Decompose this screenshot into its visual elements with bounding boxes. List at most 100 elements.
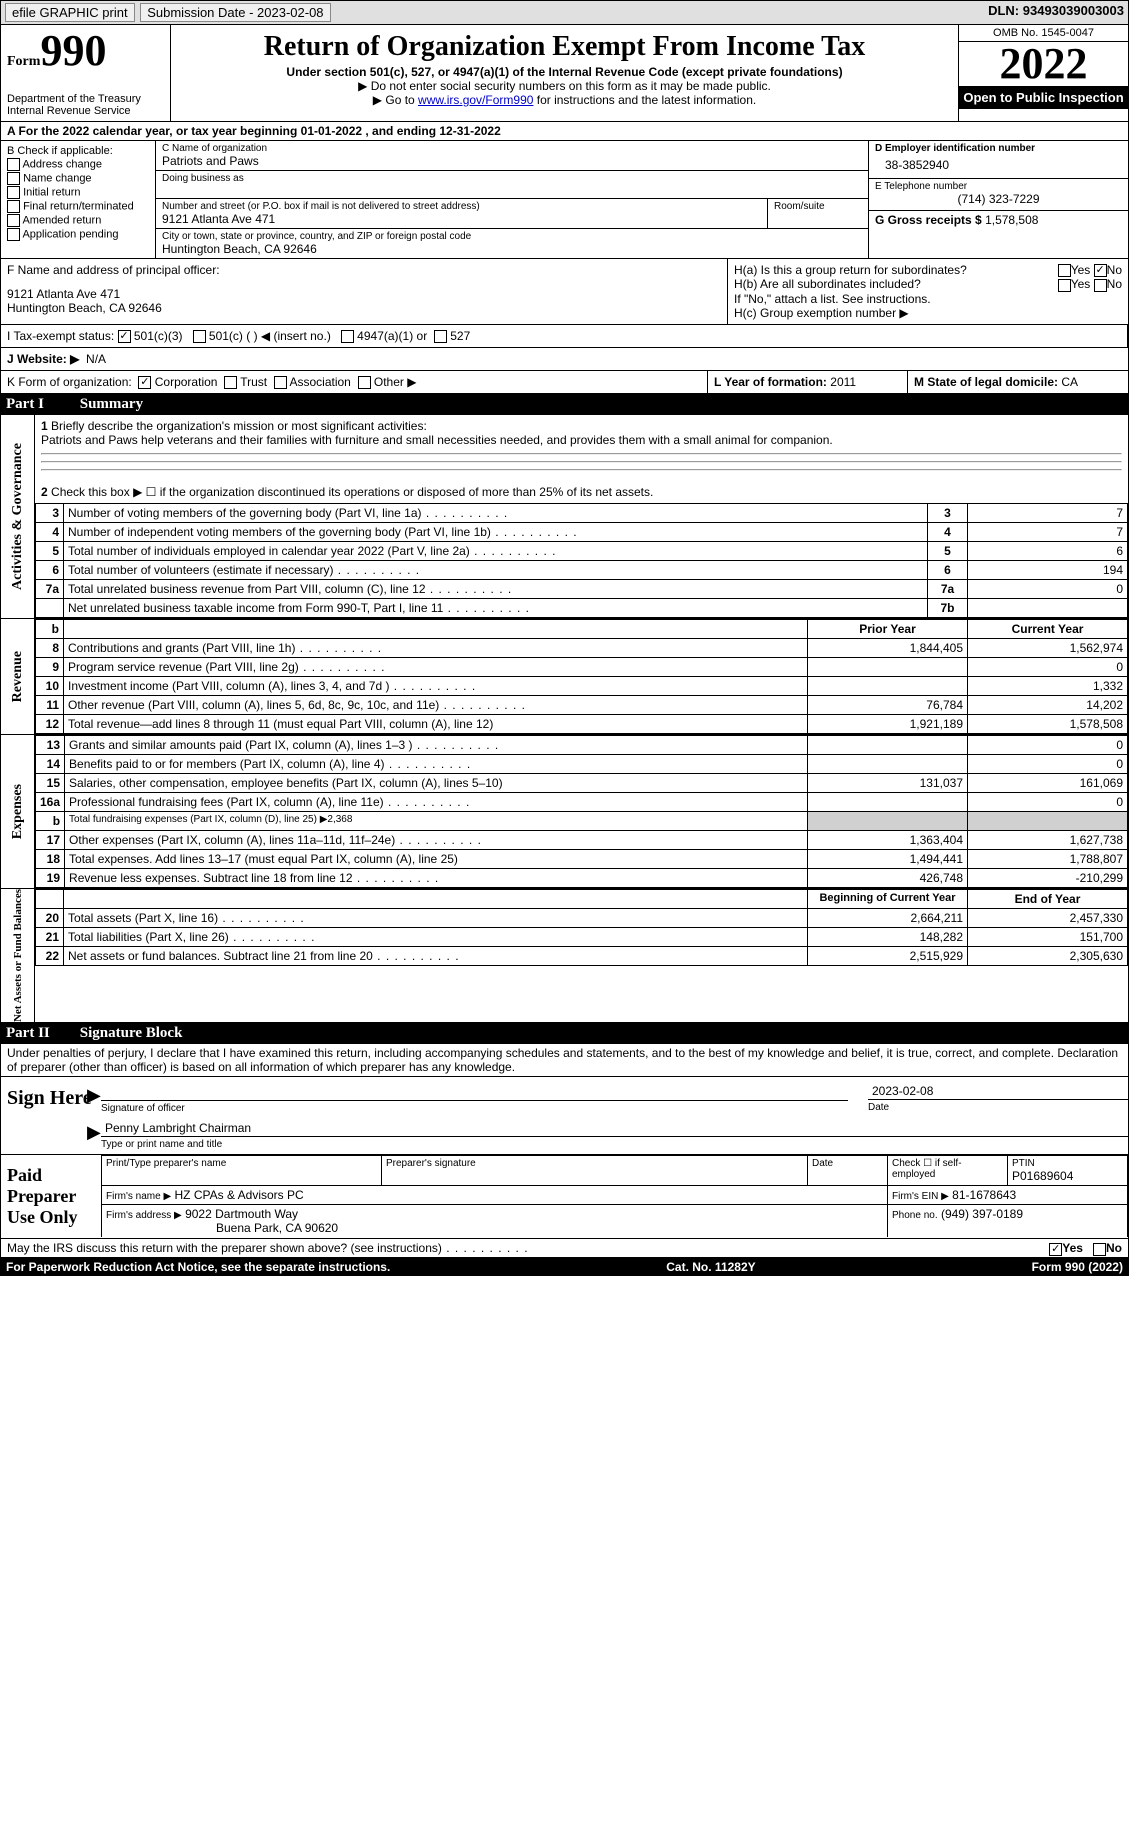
check-address[interactable]: Address change (7, 158, 149, 171)
paid-preparer-label: Paid Preparer Use Only (1, 1155, 101, 1238)
table-row: 13Grants and similar amounts paid (Part … (36, 736, 1128, 755)
jurat: Under penalties of perjury, I declare th… (0, 1044, 1129, 1077)
part2-header: Part II Signature Block (0, 1023, 1129, 1044)
sign-here-label: Sign Here (1, 1077, 101, 1154)
line1: 1 Briefly describe the organization's mi… (35, 415, 1128, 481)
table-row: 20Total assets (Part X, line 16)2,664,21… (36, 909, 1128, 928)
table-row: bPrior YearCurrent Year (36, 620, 1128, 639)
gross-cell: G Gross receipts $ 1,578,508 (869, 211, 1128, 243)
netassets-table: Beginning of Current YearEnd of Year 20T… (35, 889, 1128, 966)
table-row: 6Total number of volunteers (estimate if… (36, 561, 1128, 580)
table-row: 5Total number of individuals employed in… (36, 542, 1128, 561)
street-address: 9121 Atlanta Ave 471 (162, 212, 761, 226)
sig-officer-label: Signature of officer (101, 1103, 848, 1114)
check-501c3[interactable] (118, 330, 131, 343)
table-row: 3Number of voting members of the governi… (36, 504, 1128, 523)
revenue-table: bPrior YearCurrent Year 8Contributions a… (35, 619, 1128, 734)
dba-cell: Doing business as (156, 171, 868, 199)
officer-addr1: 9121 Atlanta Ave 471 (7, 287, 721, 301)
telephone: (714) 323-7229 (875, 192, 1122, 206)
topbar: efile GRAPHIC print Submission Date - 20… (0, 0, 1129, 25)
ptin: P01689604 (1012, 1169, 1123, 1183)
table-row: Firm's address ▶ 9022 Dartmouth WayBuena… (102, 1205, 1128, 1238)
footer-left: For Paperwork Reduction Act Notice, see … (6, 1260, 390, 1274)
table-row: Net unrelated business taxable income fr… (36, 599, 1128, 618)
tax-year: 2022 (959, 42, 1128, 86)
officer-addr2: Huntington Beach, CA 92646 (7, 301, 721, 315)
gov-lines-table: 3Number of voting members of the governi… (35, 503, 1128, 618)
dln: DLN: 93493039003003 (988, 3, 1124, 18)
discuss-yes-check[interactable] (1049, 1243, 1062, 1256)
arrow-icon: ▶ (87, 1085, 101, 1106)
check-4947[interactable] (341, 330, 354, 343)
row-l: L Year of formation: 2011 (708, 371, 908, 393)
table-row: 22Net assets or fund balances. Subtract … (36, 947, 1128, 966)
table-row: 10Investment income (Part VIII, column (… (36, 677, 1128, 696)
line-a: A For the 2022 calendar year, or tax yea… (1, 122, 1128, 141)
table-row: Firm's name ▶ HZ CPAs & Advisors PC Firm… (102, 1186, 1128, 1205)
check-527[interactable] (434, 330, 447, 343)
row-j: J Website: ▶ N/A (1, 348, 1128, 370)
footer-right: Form 990 (2022) (1032, 1260, 1123, 1274)
subtitle-2: ▶ Do not enter social security numbers o… (179, 79, 950, 93)
form-title-block: Return of Organization Exempt From Incom… (171, 25, 958, 121)
check-trust[interactable] (224, 376, 237, 389)
check-pending[interactable]: Application pending (7, 228, 149, 241)
table-row: 8Contributions and grants (Part VIII, li… (36, 639, 1128, 658)
tel-cell: E Telephone number (714) 323-7229 (869, 179, 1128, 211)
col-c: C Name of organization Patriots and Paws… (156, 141, 868, 258)
expenses-table: 13Grants and similar amounts paid (Part … (35, 735, 1128, 888)
table-row: bTotal fundraising expenses (Part IX, co… (36, 812, 1128, 831)
vtab-expenses: Expenses (1, 735, 35, 888)
efile-print-button[interactable]: efile GRAPHIC print (5, 3, 135, 22)
check-initial[interactable]: Initial return (7, 186, 149, 199)
row-k: K Form of organization: Corporation Trus… (1, 371, 708, 393)
table-row: 16aProfessional fundraising fees (Part I… (36, 793, 1128, 812)
check-corp[interactable] (138, 376, 151, 389)
gross-receipts: 1,578,508 (985, 213, 1038, 227)
date-label: Date (868, 1102, 1128, 1113)
name-label: Type or print name and title (101, 1139, 1128, 1150)
table-row: 7aTotal unrelated business revenue from … (36, 580, 1128, 599)
dept-irs: Internal Revenue Service (7, 105, 164, 117)
arrow-icon: ▶ (87, 1122, 101, 1143)
vtab-netassets: Net Assets or Fund Balances (1, 889, 35, 1022)
year-box: OMB No. 1545-0047 2022 Open to Public In… (958, 25, 1128, 121)
irs-link[interactable]: www.irs.gov/Form990 (418, 93, 533, 107)
col-b-label: B Check if applicable: (7, 145, 149, 157)
footer: For Paperwork Reduction Act Notice, see … (0, 1258, 1129, 1276)
table-row: Beginning of Current YearEnd of Year (36, 890, 1128, 909)
dept-treasury: Department of the Treasury (7, 93, 164, 105)
row-h: H(a) Is this a group return for subordin… (728, 259, 1128, 324)
check-other[interactable] (358, 376, 371, 389)
check-final[interactable]: Final return/terminated (7, 200, 149, 213)
row-i: I Tax-exempt status: 501(c)(3) 501(c) ( … (1, 325, 1128, 347)
open-inspection: Open to Public Inspection (959, 86, 1128, 109)
paid-preparer-block: Paid Preparer Use Only Print/Type prepar… (0, 1155, 1129, 1239)
submission-date-button[interactable]: Submission Date - 2023-02-08 (140, 3, 330, 22)
form-title: Return of Organization Exempt From Incom… (179, 31, 950, 63)
city-state-zip: Huntington Beach, CA 92646 (162, 242, 862, 256)
check-501c[interactable] (193, 330, 206, 343)
table-row: 11Other revenue (Part VIII, column (A), … (36, 696, 1128, 715)
org-name: Patriots and Paws (162, 154, 862, 168)
officer-name: Penny Lambright Chairman (105, 1121, 251, 1135)
table-row: 18Total expenses. Add lines 13–17 (must … (36, 850, 1128, 869)
form-header: Form990 Department of the Treasury Inter… (0, 25, 1129, 121)
check-assoc[interactable] (274, 376, 287, 389)
firm-addr2: Buena Park, CA 90620 (216, 1221, 338, 1235)
form-number-box: Form990 Department of the Treasury Inter… (1, 25, 171, 121)
discuss-no-check[interactable] (1093, 1243, 1106, 1256)
vtab-revenue: Revenue (1, 619, 35, 734)
check-name[interactable]: Name change (7, 172, 149, 185)
table-row: 12Total revenue—add lines 8 through 11 (… (36, 715, 1128, 734)
firm-addr1: 9022 Dartmouth Way (185, 1207, 298, 1221)
table-row: Print/Type preparer's name Preparer's si… (102, 1156, 1128, 1186)
table-row: 15Salaries, other compensation, employee… (36, 774, 1128, 793)
check-amended[interactable]: Amended return (7, 214, 149, 227)
table-row: 14Benefits paid to or for members (Part … (36, 755, 1128, 774)
subtitle-3: ▶ Go to www.irs.gov/Form990 for instruct… (179, 93, 950, 107)
vtab-governance: Activities & Governance (1, 415, 35, 618)
firm-ein: 81-1678643 (952, 1188, 1016, 1202)
sign-here-block: Sign Here ▶ Signature of officer 2023-02… (0, 1077, 1129, 1155)
